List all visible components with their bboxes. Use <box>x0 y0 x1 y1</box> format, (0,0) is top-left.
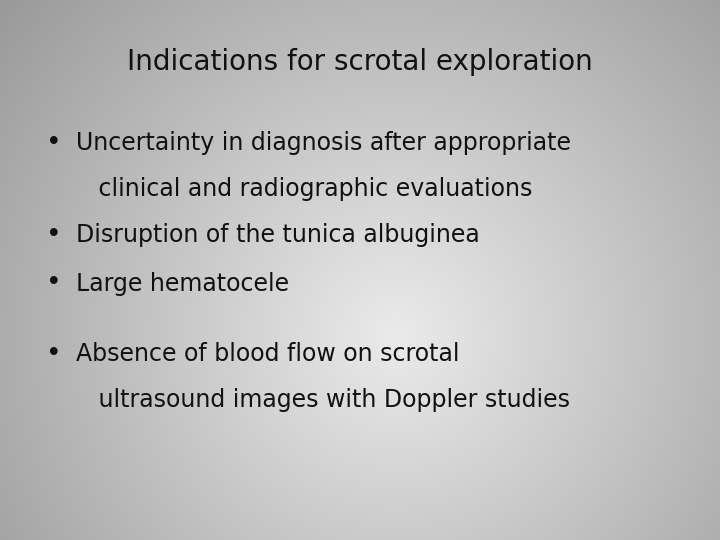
Text: Disruption of the tunica albuginea: Disruption of the tunica albuginea <box>76 223 480 247</box>
Text: Indications for scrotal exploration: Indications for scrotal exploration <box>127 48 593 76</box>
Text: •: • <box>46 271 62 296</box>
Text: ultrasound images with Doppler studies: ultrasound images with Doppler studies <box>76 388 570 411</box>
Text: Uncertainty in diagnosis after appropriate: Uncertainty in diagnosis after appropria… <box>76 131 571 155</box>
Text: •: • <box>46 130 62 156</box>
Text: clinical and radiographic evaluations: clinical and radiographic evaluations <box>76 177 532 201</box>
Text: Large hematocele: Large hematocele <box>76 272 289 295</box>
Text: •: • <box>46 341 62 367</box>
Text: Absence of blood flow on scrotal: Absence of blood flow on scrotal <box>76 342 459 366</box>
Text: •: • <box>46 222 62 248</box>
